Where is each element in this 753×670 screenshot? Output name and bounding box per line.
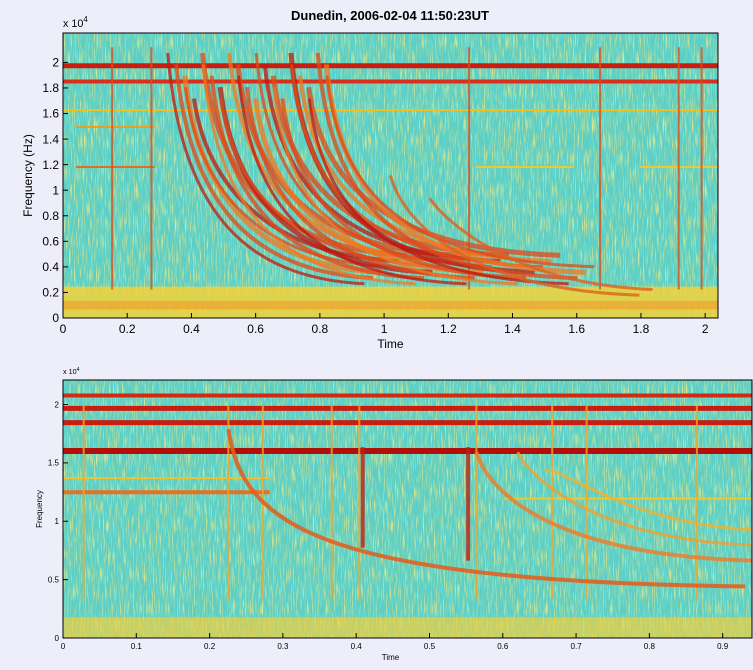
y-tick-label: 2 [55, 400, 60, 409]
whistler [166, 52, 365, 286]
y-tick-label: 0 [55, 634, 60, 643]
band [63, 300, 718, 310]
chart-title: Dunedin, 2006-02-04 11:50:23UT [291, 8, 489, 23]
whistler [307, 98, 569, 286]
whistler [245, 86, 476, 281]
texture [63, 380, 752, 638]
x-tick-label: 0 [60, 322, 67, 336]
axis-exponent: x 104 [63, 367, 80, 376]
band [63, 617, 752, 638]
y-tick-label: 0.6 [42, 235, 59, 249]
whistler [325, 75, 595, 269]
y-tick-label: 1.8 [42, 81, 59, 95]
x-tick-label: 0.7 [571, 642, 583, 651]
x-tick-label: 0.9 [717, 642, 729, 651]
whistler [544, 468, 752, 532]
spectrogram [63, 380, 752, 638]
whistler [192, 98, 399, 263]
spectrogram [63, 33, 718, 318]
y-tick-label: 0.2 [42, 286, 59, 300]
y-tick-label: 0.8 [42, 209, 59, 223]
x-tick-label: 0.6 [247, 322, 264, 336]
x-tick-label: 0 [61, 642, 66, 651]
whistler [474, 451, 752, 563]
whistler [272, 86, 518, 286]
y-tick-label: 1.5 [48, 459, 60, 468]
whistler [315, 52, 578, 281]
plot-frame [62, 32, 719, 319]
x-tick-label: 0.8 [644, 642, 656, 651]
x-tick-label: 0.4 [351, 642, 363, 651]
x-tick-label: 1.2 [440, 322, 457, 336]
whistler [389, 175, 640, 297]
y-tick-label: 0.4 [42, 260, 59, 274]
x-tick-label: 0.8 [312, 322, 329, 336]
exponent-base: x 10 [63, 18, 83, 30]
whistler [428, 197, 653, 291]
exponent-power: 4 [77, 367, 80, 373]
whistler [226, 428, 746, 589]
whistler [209, 75, 424, 281]
x-tick-label: 0.2 [119, 322, 136, 336]
y-axis-label: Frequency (Hz) [21, 134, 35, 217]
y-tick-label: 1 [55, 517, 60, 526]
y-tick-label: 0.5 [48, 575, 60, 584]
axis-exponent: x 104 [63, 15, 88, 30]
y-tick-label: 1 [52, 183, 59, 197]
x-tick-label: 0.2 [204, 642, 216, 651]
plot-frame [62, 379, 753, 639]
whistler [516, 451, 752, 547]
x-tick-label: 0.6 [497, 642, 509, 651]
y-tick-label: 0 [52, 311, 59, 325]
y-tick-label: 1.6 [42, 107, 59, 121]
x-tick-label: 1 [381, 322, 388, 336]
whistler [237, 75, 467, 286]
x-tick-label: 1.4 [504, 322, 521, 336]
y-tick-label: 1.4 [42, 132, 59, 146]
x-axis-label: Time [382, 653, 400, 662]
y-tick-label: 2 [52, 56, 59, 70]
x-tick-label: 2 [702, 322, 709, 336]
exponent-base: x 10 [63, 367, 77, 376]
x-tick-label: 0.3 [277, 642, 289, 651]
whistler [201, 64, 416, 286]
whistler [306, 86, 561, 258]
x-tick-label: 0.4 [183, 322, 200, 336]
x-axis-label: Time [377, 337, 404, 351]
whistler [183, 86, 390, 269]
whistler [174, 64, 373, 281]
x-tick-label: 1.8 [633, 322, 650, 336]
exponent-power: 4 [83, 15, 88, 24]
y-axis-label: Frequency [35, 490, 44, 528]
y-tick-label: 1.2 [42, 158, 59, 172]
x-tick-label: 0.1 [131, 642, 143, 651]
x-tick-label: 1.6 [568, 322, 585, 336]
x-tick-label: 0.5 [424, 642, 436, 651]
